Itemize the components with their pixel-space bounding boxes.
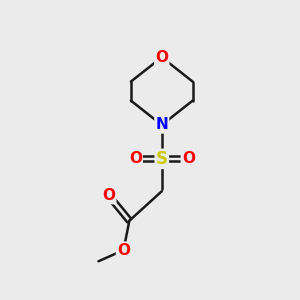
Text: S: S bbox=[156, 150, 168, 168]
Text: N: N bbox=[155, 118, 168, 133]
Text: O: O bbox=[117, 243, 130, 258]
Text: O: O bbox=[102, 188, 115, 203]
Text: O: O bbox=[182, 151, 195, 166]
Text: O: O bbox=[129, 151, 142, 166]
Text: O: O bbox=[155, 50, 168, 65]
